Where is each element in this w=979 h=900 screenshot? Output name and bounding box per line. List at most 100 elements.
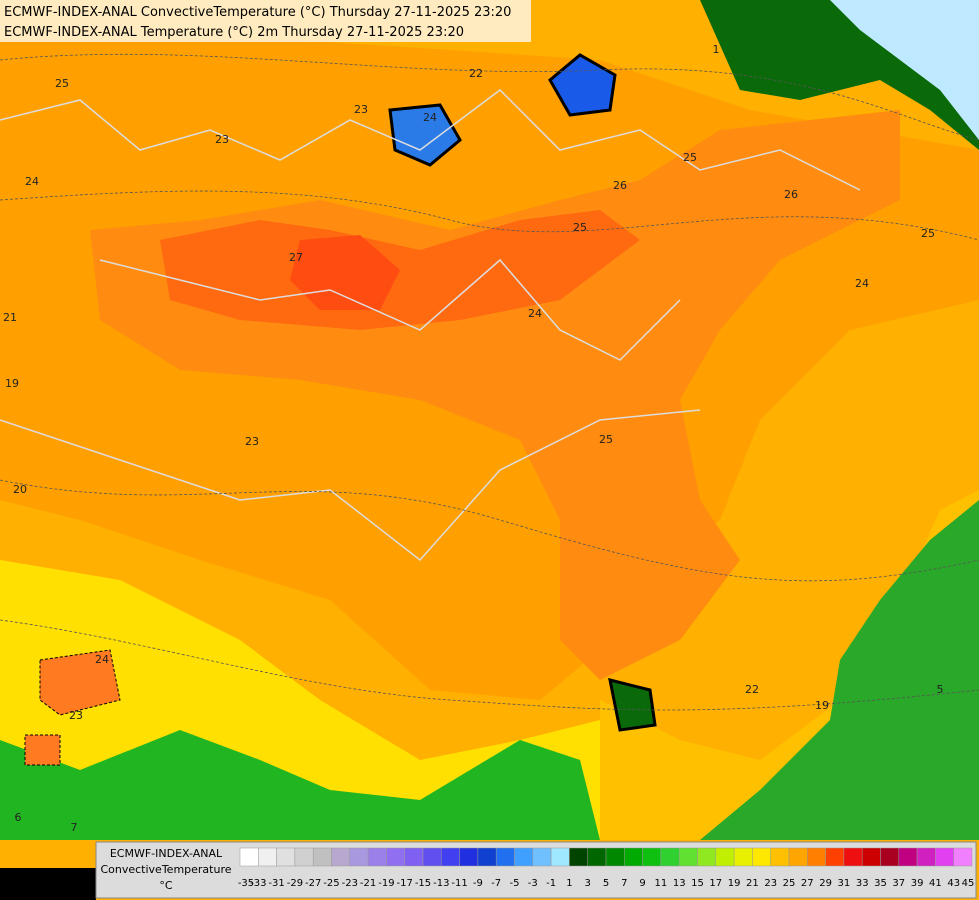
colorbar-swatch	[495, 847, 515, 867]
header-line: ECMWF-INDEX-ANAL Temperature (°C) 2m Thu…	[4, 25, 464, 40]
colorbar-tick-label: 19	[728, 878, 741, 889]
colorbar-tick-label: -35	[238, 878, 254, 889]
colorbar-swatch	[953, 847, 973, 867]
colorbar-swatch	[660, 847, 680, 867]
colorbar-swatch	[386, 847, 405, 867]
colorbar-swatch	[843, 847, 863, 867]
colorbar-swatch	[678, 847, 698, 867]
contour-label: 6	[15, 811, 22, 824]
colorbar-swatch	[770, 847, 790, 867]
contour-label: 25	[921, 227, 935, 240]
colorbar-tick-label: 39	[911, 878, 924, 889]
cold-spot	[608, 677, 657, 732]
east-green-region	[700, 500, 979, 840]
hot-spot	[39, 649, 121, 716]
contour-label: 5	[937, 683, 944, 696]
colorbar-unit: °C	[159, 879, 173, 892]
colorbar-tick-label: 41	[929, 878, 942, 889]
colorbar-tick-label: -13	[433, 878, 449, 889]
colorbar-tick-label: 9	[639, 878, 645, 889]
contour-label: 24	[25, 175, 39, 188]
colorbar-swatch	[715, 847, 735, 867]
colorbar-tick-label: 13	[673, 878, 686, 889]
colorbar-tick-label: 5	[603, 878, 609, 889]
colorbar-tick-label: 25	[783, 878, 796, 889]
colorbar-swatch	[532, 847, 552, 867]
colorbar-tick-label: 29	[819, 878, 832, 889]
colorbar-tick-label: 33	[856, 878, 869, 889]
hot-spot	[24, 734, 61, 766]
contour-label: 26	[613, 179, 627, 192]
colorbar-tick-label: 37	[892, 878, 905, 889]
contour-label: 26	[784, 188, 798, 201]
contour-label: 25	[573, 221, 587, 234]
colorbar-swatch	[733, 847, 753, 867]
colorbar-swatch	[935, 847, 954, 867]
contour-label: 23	[215, 133, 229, 146]
colorbar-swatch	[788, 847, 808, 867]
colorbar-swatch	[312, 847, 332, 867]
colorbar-swatch	[477, 847, 497, 867]
colorbar-tick-label: -9	[473, 878, 483, 889]
contour-label: 24	[95, 653, 109, 666]
contour-label: 23	[69, 709, 83, 722]
contour-label: 19	[5, 377, 19, 390]
colorbar-tick-label: 31	[838, 878, 851, 889]
colorbar-tick-label: 21	[746, 878, 759, 889]
colorbar-swatch	[587, 847, 607, 867]
colorbar-swatch	[697, 847, 717, 867]
colorbar-swatch	[898, 847, 918, 867]
colorbar-swatch	[605, 847, 625, 867]
contour-label: 22	[469, 67, 483, 80]
contour-label: 20	[13, 483, 27, 496]
colorbar-swatch	[569, 847, 588, 867]
colorbar-tick-label: 7	[621, 878, 627, 889]
colorbar-swatch	[624, 847, 643, 867]
colorbar-swatch	[861, 847, 881, 867]
colorbar-tick-label: 1	[566, 878, 572, 889]
colorbar-tick-label: 23	[764, 878, 777, 889]
contour-label: 19	[815, 699, 829, 712]
header-box	[0, 0, 531, 42]
colorbar-swatch	[404, 847, 424, 867]
colorbar-swatch	[239, 847, 259, 867]
colorbar-tick-label: -23	[342, 878, 358, 889]
colorbar-swatch	[294, 847, 314, 867]
colorbar-swatch	[550, 847, 570, 867]
colorbar-swatch	[422, 847, 442, 867]
colorbar-swatch	[258, 847, 277, 867]
colorbar-swatch	[807, 847, 826, 867]
colorbar-swatch	[752, 847, 771, 867]
header-line: ECMWF-INDEX-ANAL ConvectiveTemperature (…	[4, 5, 511, 20]
colorbar-swatch	[642, 847, 662, 867]
green-region	[0, 730, 600, 840]
contour-label: 27	[289, 251, 303, 264]
contour-label: 21	[3, 311, 17, 324]
colorbar-tick-label: 3	[585, 878, 591, 889]
contour-label: 1	[713, 43, 720, 56]
colorbar-tick-label: 27	[801, 878, 814, 889]
contour-label: 25	[683, 151, 697, 164]
colorbar-tick-label: 43	[947, 878, 960, 889]
colorbar-swatch	[276, 847, 296, 867]
contour-label: 22	[745, 683, 759, 696]
colorbar-swatch	[880, 847, 900, 867]
colorbar-swatch	[459, 847, 479, 867]
colorbar-tick-label: -31	[268, 878, 284, 889]
colorbar-swatch	[349, 847, 369, 867]
colorbar-tick-label: 17	[709, 878, 722, 889]
colorbar-swatch	[916, 847, 936, 867]
colorbar-tick-label: -27	[305, 878, 321, 889]
colorbar-swatch	[367, 847, 387, 867]
cold-spot	[388, 103, 462, 167]
colorbar-tick-label: 15	[691, 878, 704, 889]
colorbar: -35-33 -31 -29 -27 -25 -23 -21 -19 -17 -15 -13 -11-…	[238, 847, 974, 889]
contour-label: 7	[71, 821, 78, 834]
colorbar-tick-label: 35	[874, 878, 887, 889]
contour-label: 23	[354, 103, 368, 116]
colorbar-title: ConvectiveTemperature	[100, 863, 231, 876]
colorbar-tick-label: -5	[510, 878, 520, 889]
colorbar-tick-label: -21	[360, 878, 376, 889]
contours	[0, 53, 979, 711]
